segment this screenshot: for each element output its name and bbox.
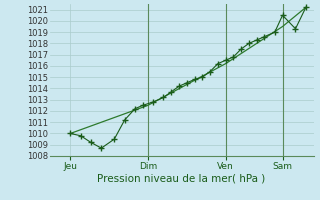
X-axis label: Pression niveau de la mer( hPa ): Pression niveau de la mer( hPa ) [98, 173, 266, 183]
